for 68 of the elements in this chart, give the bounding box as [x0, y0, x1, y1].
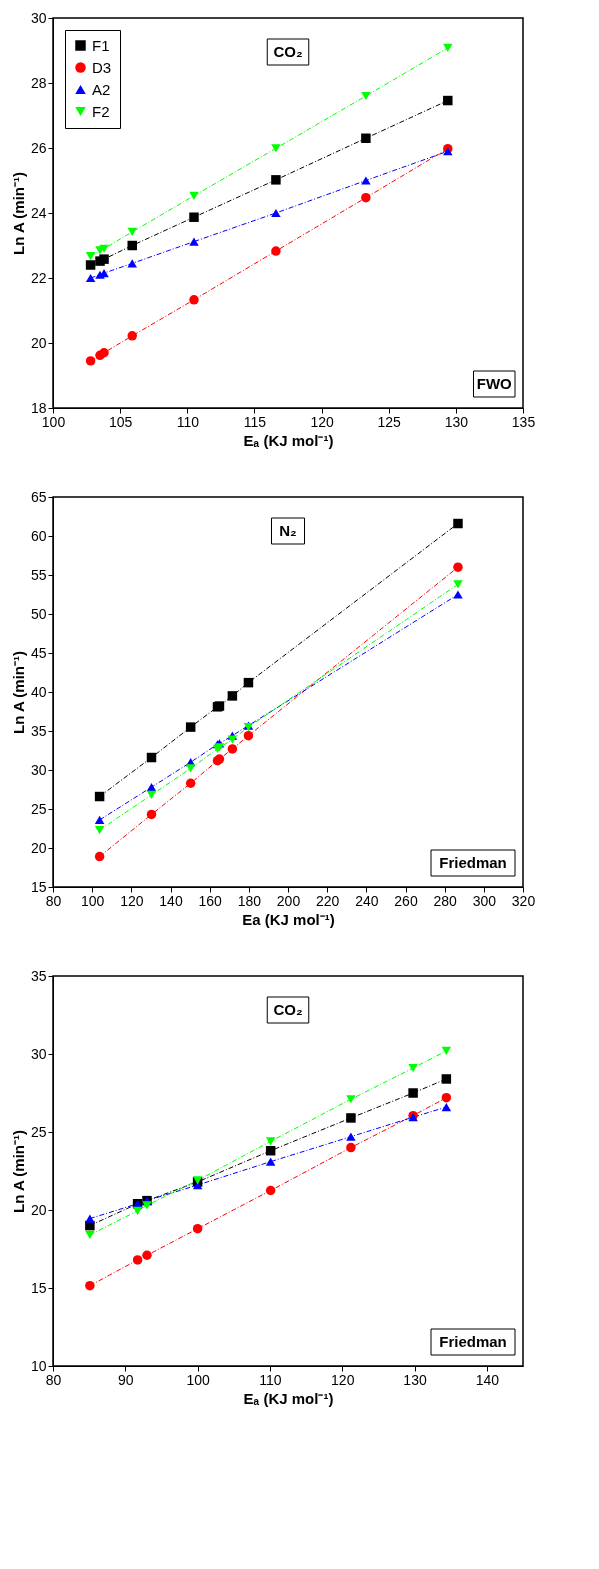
x-tick-label: 110 — [259, 1371, 282, 1388]
x-tick-label: 130 — [444, 413, 469, 430]
x-tick-label: 120 — [310, 413, 334, 430]
x-tick-label: 140 — [475, 1371, 500, 1388]
x-tick-label: 300 — [472, 892, 497, 909]
annotation: CO₂ — [273, 43, 303, 60]
y-tick-label: 65 — [30, 488, 47, 505]
y-tick-label: 30 — [30, 761, 47, 778]
y-tick-label: 18 — [30, 399, 47, 416]
x-tick-label: 135 — [511, 413, 536, 430]
x-tick-label: 125 — [377, 413, 402, 430]
x-tick-label: 260 — [394, 892, 418, 909]
x-axis-title: Eₐ (KJ mol⁻¹) — [243, 1389, 334, 1407]
y-tick-label: 28 — [30, 74, 47, 91]
y-tick-label: 45 — [30, 644, 47, 661]
annotation: N₂ — [279, 522, 297, 539]
legend-label: A2 — [92, 80, 111, 98]
x-tick-label: 320 — [511, 892, 536, 909]
y-tick-label: 50 — [30, 605, 47, 622]
x-tick-label: 80 — [45, 892, 62, 909]
x-axis-title: Eₐ (KJ mol⁻¹) — [243, 431, 334, 449]
y-tick-label: 20 — [30, 334, 47, 351]
x-tick-label: 100 — [80, 892, 105, 909]
x-tick-label: 100 — [186, 1371, 211, 1388]
legend-label: D3 — [92, 58, 112, 76]
x-tick-label: 240 — [355, 892, 379, 909]
legend-label: F2 — [92, 102, 110, 120]
x-tick-label: 110 — [176, 413, 200, 430]
y-tick-label: 20 — [30, 839, 47, 856]
x-tick-label: 115 — [243, 413, 267, 430]
y-tick-label: 55 — [30, 566, 47, 583]
annotation: Friedman — [439, 854, 507, 871]
y-tick-label: 25 — [30, 800, 47, 817]
y-tick-label: 25 — [30, 1123, 47, 1140]
x-tick-label: 220 — [315, 892, 340, 909]
x-tick-label: 120 — [120, 892, 144, 909]
y-tick-label: 60 — [30, 527, 47, 544]
y-tick-label: 15 — [30, 1279, 47, 1296]
x-tick-label: 80 — [45, 1371, 62, 1388]
y-tick-label: 30 — [30, 9, 47, 26]
y-tick-label: 22 — [30, 269, 47, 286]
x-tick-label: 140 — [159, 892, 183, 909]
y-tick-label: 40 — [30, 683, 47, 700]
x-tick-label: 130 — [403, 1371, 427, 1388]
y-tick-label: 24 — [30, 204, 47, 221]
legend-label: F1 — [92, 36, 110, 54]
x-tick-label: 200 — [276, 892, 301, 909]
y-axis-title: Ln A (min⁻¹) — [9, 1129, 27, 1214]
x-tick-label: 280 — [433, 892, 458, 909]
y-tick-label: 30 — [30, 1045, 47, 1062]
annotation: CO₂ — [273, 1001, 303, 1018]
x-tick-label: 180 — [237, 892, 262, 909]
y-axis-title: Ln A (min⁻¹) — [9, 171, 27, 256]
y-tick-label: 10 — [30, 1357, 47, 1374]
y-tick-label: 35 — [30, 722, 47, 739]
annotation: Friedman — [439, 1333, 507, 1350]
x-tick-label: 120 — [331, 1371, 355, 1388]
y-axis-title: Ln A (min⁻¹) — [9, 650, 27, 735]
y-tick-label: 15 — [30, 878, 47, 895]
y-tick-label: 20 — [30, 1201, 47, 1218]
x-tick-label: 90 — [118, 1371, 134, 1388]
x-tick-label: 160 — [198, 892, 223, 909]
x-tick-label: 105 — [108, 413, 133, 430]
y-tick-label: 35 — [30, 967, 47, 984]
annotation: FWO — [476, 375, 513, 392]
x-axis-title: Ea (KJ mol⁻¹) — [242, 910, 335, 928]
x-tick-label: 100 — [41, 413, 66, 430]
y-tick-label: 26 — [30, 139, 47, 156]
